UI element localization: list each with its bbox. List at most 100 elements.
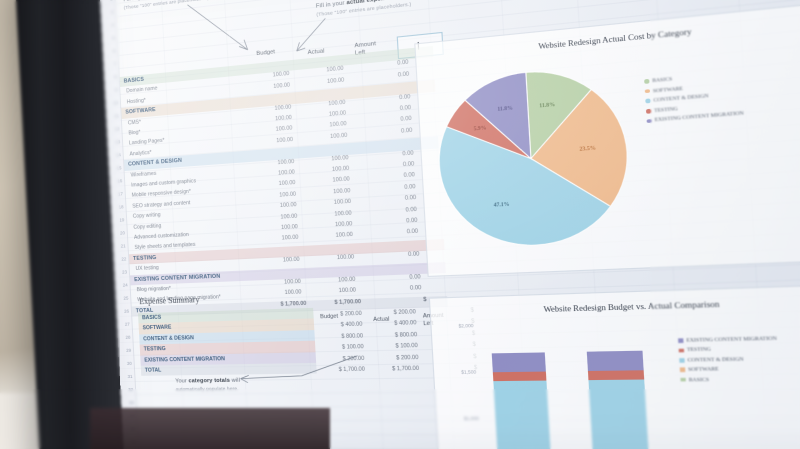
expense-cell-actual[interactable]: 100.00 (330, 132, 348, 141)
bar-chart-title: Website Redesign Budget vs. Actual Compa… (543, 299, 720, 315)
bar-legend-item[interactable]: CONTENT & DESIGN (679, 355, 778, 363)
expense-cell-budget[interactable]: 100.00 (279, 191, 297, 199)
bar-y-tick: $2,000 (458, 322, 474, 329)
expense-cell-budget[interactable]: 100.00 (281, 234, 299, 243)
pie-chart-legend[interactable]: BASICS SOFTWARE CONTENT & DESIGN TESTING EXI… (644, 69, 744, 127)
expense-cell-budget[interactable]: 100.00 (281, 223, 299, 232)
bar-segment-content-design (493, 381, 551, 449)
pie-legend-label: BASICS (652, 75, 673, 84)
expense-cell-actual[interactable]: 100.00 (333, 187, 351, 196)
expense-cell-amount-left[interactable]: 0.00 (407, 251, 420, 259)
expense-cell-amount-left[interactable]: 0.00 (404, 183, 416, 191)
bar-legend-item[interactable]: EXISTING CONTENT MIGRATION (678, 335, 777, 343)
expense-cell-budget[interactable]: 100.00 (278, 169, 295, 177)
bar-segment-content-design (588, 379, 649, 449)
pie-label-content-design: 47.1% (493, 202, 510, 209)
expense-cell-amount-left[interactable]: 0.00 (400, 115, 412, 124)
bar-legend-item[interactable]: BASICS (680, 375, 779, 382)
expense-cell-actual[interactable]: 100.00 (336, 254, 355, 262)
summary-row-label: SOFTWARE (142, 324, 172, 332)
expense-cell-actual[interactable]: 100.00 (332, 176, 350, 185)
callout-totals-pre: Your (175, 378, 189, 385)
expense-cell-actual[interactable]: 100.00 (326, 77, 345, 85)
expense-cell-amount-left[interactable]: 0.00 (403, 172, 416, 180)
legend-color-swatch (679, 358, 685, 363)
expense-cell-amount-left[interactable]: 0.00 (405, 206, 418, 214)
callout-projected-arrow (185, 0, 261, 68)
summary-row-label: TESTING (143, 346, 166, 353)
bar-legend-label: CONTENT & DESIGN (687, 355, 744, 363)
legend-color-swatch (644, 79, 649, 84)
callout-category-totals: Your category totals will automatically … (175, 377, 241, 394)
callout-totals-text: Your category totals will (175, 378, 240, 385)
expense-cell-amount-left[interactable]: 0.00 (406, 228, 419, 236)
expense-cell-actual[interactable]: 100.00 (333, 198, 352, 207)
bar-legend-item[interactable]: TESTING (678, 345, 778, 353)
monitor-screen: 1234567891011121314151617181920212223242… (98, 0, 800, 449)
expense-cell-actual[interactable]: 100.00 (328, 110, 347, 118)
expense-cell-budget[interactable]: 100.00 (282, 256, 300, 264)
pie-chart-card[interactable]: Website Redesign Actual Cost by Category… (414, 1, 800, 277)
expense-cell-actual[interactable]: 100.00 (334, 209, 352, 218)
legend-color-swatch (679, 367, 685, 373)
expense-row-label[interactable]: SEO strategy and content (132, 199, 191, 210)
pie-legend-label: SOFTWARE (652, 84, 684, 94)
summary-cell-budget[interactable]: $ 100.00 (341, 344, 364, 351)
expense-cell-amount-left[interactable]: 0.00 (409, 273, 421, 281)
pie-chart-graphic (426, 55, 641, 257)
expense-cell-budget[interactable]: 100.00 (280, 213, 298, 221)
expense-cell-actual[interactable]: 100.00 (335, 232, 354, 240)
bar-segment-testing (587, 370, 645, 381)
summary-cell-actual[interactable]: $ 800.00 (394, 331, 418, 339)
summary-cell-actual[interactable]: $ 200.00 (396, 354, 419, 362)
expense-cell-budget[interactable]: 100.00 (278, 180, 296, 188)
legend-color-swatch (680, 377, 686, 382)
expense-cell-actual[interactable]: 100.00 (338, 276, 356, 284)
expense-cell-budget[interactable]: 100.00 (275, 114, 292, 123)
legend-color-swatch (645, 108, 651, 114)
bar-segment-existing-content-migration (586, 350, 644, 372)
bar-legend-item[interactable]: SOFTWARE (679, 365, 779, 373)
callout-actual-expenses: Fill in your actual expenses here. (Thos… (316, 0, 413, 20)
legend-color-swatch (678, 338, 684, 343)
callout-totals-bold: category totals (188, 377, 231, 385)
col-header-budget: Budget (256, 49, 276, 58)
expense-cell-budget[interactable]: 100.00 (276, 136, 294, 145)
expense-cell-amount-left[interactable]: 0.00 (397, 70, 410, 79)
expense-cell-actual[interactable]: 100.00 (329, 121, 347, 129)
expense-cell-budget[interactable]: 100.00 (284, 278, 302, 286)
summary-cell-actual[interactable]: $ 400.00 (394, 320, 417, 328)
spreadsheet-canvas[interactable]: 1234567891011121314151617181920212223242… (98, 0, 800, 449)
desk-shadow (90, 408, 330, 449)
expense-cell-amount-left[interactable]: 0.00 (404, 194, 417, 203)
bar-chart-y-axis: $-$500$1,000$1,500$2,000 (430, 285, 800, 421)
callout-totals-sub: automatically populate here. (175, 386, 239, 392)
bar-chart-card[interactable]: Website Redesign Budget vs. Actual Compa… (428, 283, 800, 449)
expense-cell-budget[interactable]: 100.00 (275, 125, 293, 134)
expense-cell-actual[interactable]: 100.00 (334, 220, 353, 229)
summary-cell-budget[interactable]: $ 200.00 (340, 310, 362, 318)
expense-cell-amount-left[interactable]: 0.00 (399, 104, 412, 113)
expense-cell-budget[interactable]: 100.00 (284, 289, 302, 297)
expense-cell-budget[interactable]: 100.00 (273, 82, 291, 90)
summary-cell-budget[interactable]: $ 800.00 (341, 332, 364, 340)
bar-legend-label: EXISTING CONTENT MIGRATION (686, 335, 777, 343)
summary-cell-actual[interactable]: $ 1,700.00 (391, 365, 420, 373)
bar-chart-legend[interactable]: EXISTING CONTENT MIGRATION TESTING CONTENT… (678, 335, 780, 386)
summary-cell-actual[interactable]: $ 200.00 (393, 309, 417, 317)
expense-cell-amount-left[interactable]: 0.00 (400, 127, 413, 135)
expense-cell-actual[interactable]: 100.00 (331, 165, 350, 174)
expense-cell-amount-left[interactable]: 0.00 (402, 161, 415, 169)
legend-color-swatch (678, 348, 684, 353)
expense-cell-amount-left[interactable]: 0.00 (405, 217, 418, 225)
col-header-actual: Actual (307, 48, 325, 57)
summary-cell-budget[interactable]: $ 400.00 (340, 321, 363, 329)
expense-cell-budget[interactable]: 100.00 (279, 202, 297, 210)
summary-cell-actual[interactable]: $ 100.00 (395, 342, 418, 350)
expense-cell-actual[interactable]: 100.00 (338, 287, 357, 295)
expense-cell-amount-left[interactable]: 0.00 (409, 285, 422, 293)
summary-row-label: TOTAL (144, 367, 162, 374)
bar-y-tick: $1,500 (460, 369, 477, 375)
pie-label-software: 23.5% (579, 145, 597, 153)
